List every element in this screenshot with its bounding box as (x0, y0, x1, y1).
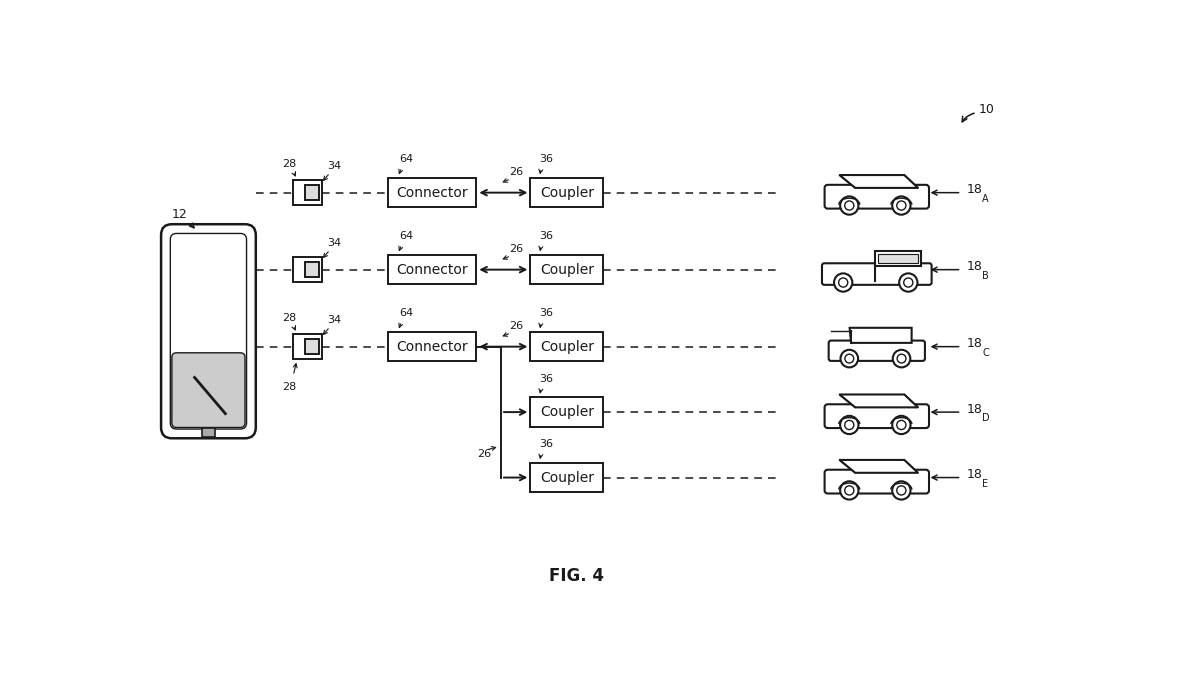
FancyBboxPatch shape (824, 404, 929, 428)
Text: 36: 36 (540, 154, 553, 164)
Text: Coupler: Coupler (540, 470, 594, 485)
Bar (388, 332, 476, 361)
Text: B: B (983, 271, 989, 281)
Text: 64: 64 (400, 154, 414, 164)
Bar (388, 178, 476, 207)
Text: 26: 26 (510, 244, 523, 254)
Text: E: E (983, 479, 989, 489)
FancyBboxPatch shape (824, 470, 929, 493)
Text: 18: 18 (967, 260, 983, 273)
Text: 28: 28 (282, 382, 296, 392)
Bar (530, 332, 604, 361)
Text: 36: 36 (540, 439, 553, 449)
FancyBboxPatch shape (822, 263, 931, 285)
Text: 18: 18 (967, 337, 983, 350)
Bar (306, 262, 319, 277)
Text: 34: 34 (328, 238, 341, 248)
Bar (293, 257, 323, 282)
Text: 36: 36 (540, 308, 553, 318)
Bar (293, 334, 323, 359)
Text: 18: 18 (967, 468, 983, 481)
Text: C: C (983, 348, 989, 358)
Text: Connector: Connector (396, 340, 468, 354)
Polygon shape (850, 328, 912, 343)
Circle shape (893, 481, 911, 500)
Circle shape (896, 421, 906, 429)
Text: FIG. 4: FIG. 4 (550, 567, 604, 585)
Circle shape (845, 486, 854, 495)
Circle shape (893, 350, 911, 367)
Polygon shape (840, 175, 918, 188)
Text: 26: 26 (510, 167, 523, 178)
Text: 36: 36 (540, 231, 553, 241)
FancyBboxPatch shape (824, 185, 929, 209)
Bar (306, 339, 319, 354)
Polygon shape (840, 394, 918, 407)
Circle shape (840, 196, 858, 215)
Text: 18: 18 (967, 183, 983, 196)
FancyBboxPatch shape (203, 427, 215, 437)
Circle shape (893, 196, 911, 215)
Text: 12: 12 (172, 208, 187, 221)
Circle shape (896, 486, 906, 495)
Text: 34: 34 (328, 161, 341, 171)
Bar (388, 255, 476, 284)
Circle shape (845, 354, 853, 363)
Circle shape (834, 273, 852, 292)
Bar (306, 185, 319, 200)
Text: 26: 26 (478, 449, 491, 459)
Text: Coupler: Coupler (540, 186, 594, 200)
Text: 36: 36 (540, 373, 553, 383)
Text: 26: 26 (510, 321, 523, 331)
Text: 10: 10 (978, 103, 995, 116)
Text: 64: 64 (400, 231, 414, 241)
Text: A: A (983, 194, 989, 204)
Text: Coupler: Coupler (540, 340, 594, 354)
Text: Connector: Connector (396, 263, 468, 277)
Text: 64: 64 (400, 308, 414, 318)
Polygon shape (875, 251, 920, 265)
Text: 34: 34 (328, 315, 341, 325)
Circle shape (904, 278, 913, 287)
Text: Coupler: Coupler (540, 405, 594, 419)
Circle shape (893, 416, 911, 434)
Bar (293, 180, 323, 205)
Text: 28: 28 (282, 313, 296, 323)
Circle shape (898, 354, 906, 363)
Bar (530, 398, 604, 427)
Bar (530, 255, 604, 284)
FancyBboxPatch shape (172, 353, 245, 427)
Polygon shape (840, 460, 918, 472)
Text: Coupler: Coupler (540, 263, 594, 277)
FancyBboxPatch shape (829, 341, 925, 361)
Circle shape (840, 481, 858, 500)
FancyBboxPatch shape (161, 224, 256, 438)
Bar (530, 463, 604, 492)
Circle shape (896, 201, 906, 210)
Bar (530, 178, 604, 207)
Text: 28: 28 (282, 159, 296, 169)
Text: 18: 18 (967, 402, 983, 416)
Circle shape (845, 201, 854, 210)
Circle shape (845, 421, 854, 429)
Circle shape (840, 416, 858, 434)
Circle shape (839, 278, 847, 287)
Text: D: D (983, 413, 990, 423)
Polygon shape (877, 254, 918, 263)
Circle shape (899, 273, 918, 292)
FancyBboxPatch shape (170, 234, 246, 429)
Text: Connector: Connector (396, 186, 468, 200)
Circle shape (840, 350, 858, 367)
